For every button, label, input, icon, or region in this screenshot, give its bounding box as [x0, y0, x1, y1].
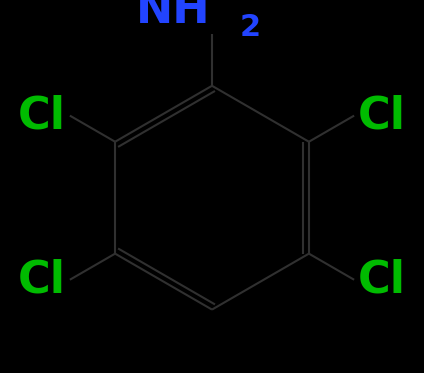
Text: Cl: Cl	[358, 258, 406, 301]
Text: Cl: Cl	[358, 94, 406, 137]
Text: Cl: Cl	[18, 258, 66, 301]
Text: Cl: Cl	[18, 94, 66, 137]
Text: 2: 2	[240, 13, 261, 42]
Text: NH: NH	[136, 0, 210, 32]
